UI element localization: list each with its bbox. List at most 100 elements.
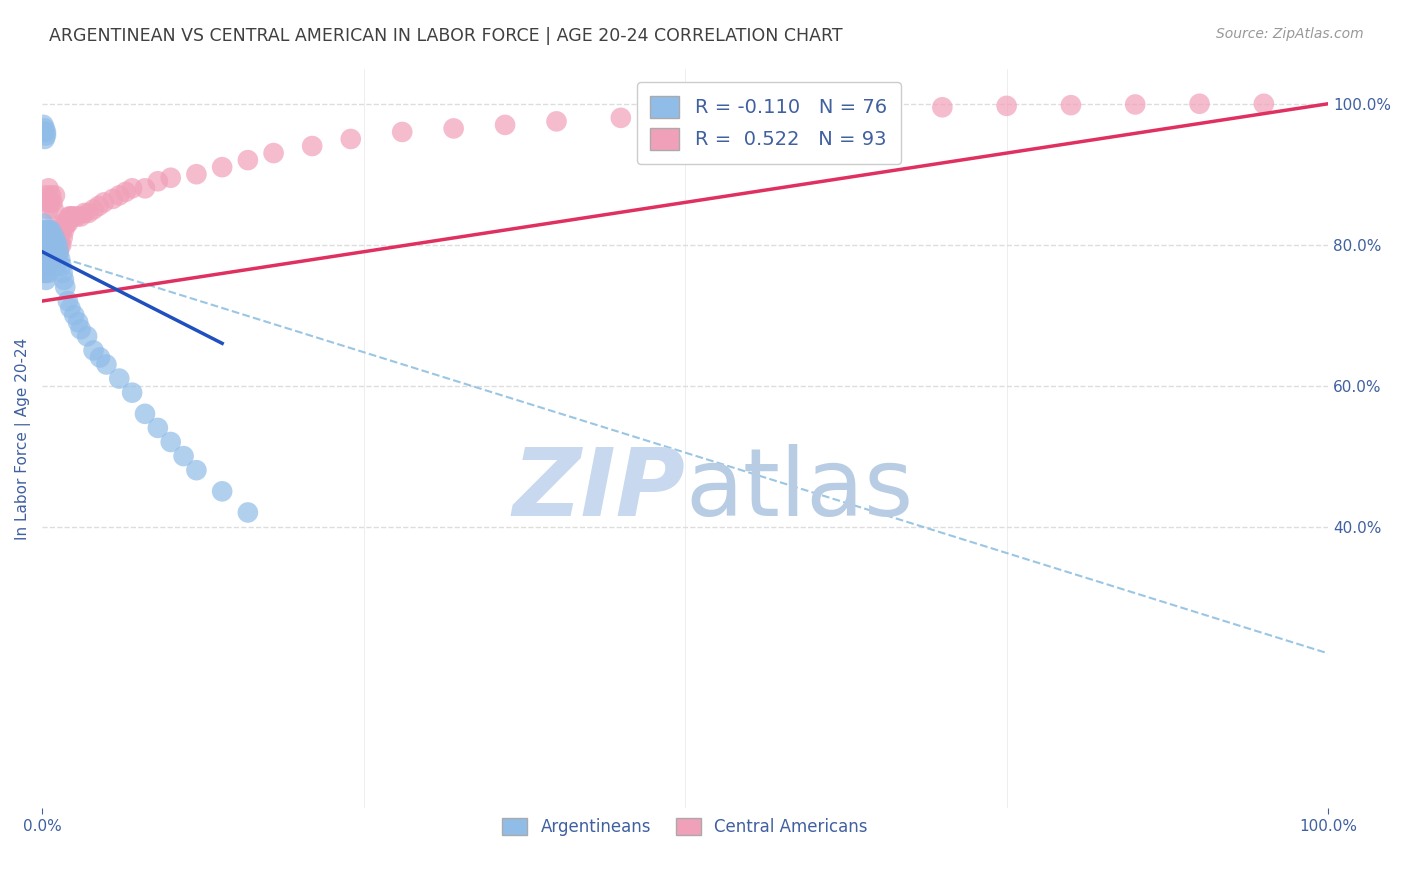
Point xyxy=(37,244,59,259)
Point xyxy=(48,244,70,259)
Point xyxy=(42,244,65,259)
Point xyxy=(63,308,86,322)
Point xyxy=(339,132,361,146)
Point xyxy=(101,192,124,206)
Point xyxy=(37,237,59,252)
Point xyxy=(35,237,58,252)
Point xyxy=(35,266,58,280)
Point xyxy=(51,259,73,273)
Point xyxy=(49,252,72,266)
Point xyxy=(1188,96,1211,111)
Point xyxy=(38,224,60,238)
Point xyxy=(93,195,115,210)
Point xyxy=(35,125,58,139)
Point xyxy=(69,322,91,336)
Point xyxy=(69,210,91,224)
Point xyxy=(546,114,568,128)
Point xyxy=(34,266,56,280)
Point xyxy=(995,99,1018,113)
Point xyxy=(211,160,233,174)
Point xyxy=(41,252,63,266)
Point xyxy=(48,230,70,244)
Point xyxy=(211,484,233,499)
Point xyxy=(38,237,60,252)
Point xyxy=(58,210,80,224)
Point xyxy=(35,230,58,244)
Point xyxy=(44,188,66,202)
Point xyxy=(67,315,90,329)
Point xyxy=(146,421,169,435)
Point xyxy=(38,230,60,244)
Point xyxy=(32,244,55,259)
Point xyxy=(45,259,67,273)
Point xyxy=(1060,98,1083,112)
Point xyxy=(34,259,56,273)
Point xyxy=(41,195,63,210)
Point xyxy=(76,329,98,343)
Point xyxy=(39,244,62,259)
Point xyxy=(38,237,60,252)
Point xyxy=(52,217,75,231)
Legend: Argentineans, Central Americans: Argentineans, Central Americans xyxy=(494,810,876,845)
Point xyxy=(53,273,76,287)
Point xyxy=(46,244,69,259)
Point xyxy=(42,202,65,217)
Point xyxy=(41,224,63,238)
Point xyxy=(236,506,259,520)
Point xyxy=(494,118,516,132)
Point xyxy=(32,237,55,252)
Point xyxy=(44,252,66,266)
Point xyxy=(60,210,83,224)
Text: atlas: atlas xyxy=(685,444,914,536)
Point xyxy=(803,103,825,118)
Point xyxy=(146,174,169,188)
Point xyxy=(38,252,60,266)
Point xyxy=(738,105,761,120)
Point xyxy=(38,195,60,210)
Point xyxy=(35,224,58,238)
Point xyxy=(391,125,413,139)
Point xyxy=(96,358,118,372)
Point xyxy=(56,217,79,231)
Point xyxy=(39,237,62,252)
Point xyxy=(35,244,58,259)
Point xyxy=(52,230,75,244)
Point xyxy=(35,244,58,259)
Point xyxy=(173,449,195,463)
Point xyxy=(73,206,96,220)
Point xyxy=(121,181,143,195)
Point xyxy=(34,132,56,146)
Point xyxy=(42,230,65,244)
Point xyxy=(38,244,60,259)
Point xyxy=(35,230,58,244)
Point xyxy=(51,237,73,252)
Point xyxy=(1253,96,1275,111)
Point xyxy=(1123,97,1146,112)
Point xyxy=(236,153,259,168)
Point xyxy=(38,237,60,252)
Point xyxy=(37,230,59,244)
Point xyxy=(673,107,696,121)
Point xyxy=(134,407,156,421)
Point xyxy=(41,230,63,244)
Point xyxy=(121,385,143,400)
Point xyxy=(37,195,59,210)
Point xyxy=(32,125,55,139)
Point xyxy=(38,252,60,266)
Point xyxy=(37,230,59,244)
Point xyxy=(46,237,69,252)
Point xyxy=(114,185,136,199)
Y-axis label: In Labor Force | Age 20-24: In Labor Force | Age 20-24 xyxy=(15,337,31,540)
Point xyxy=(35,128,58,143)
Point xyxy=(39,188,62,202)
Point xyxy=(45,230,67,244)
Point xyxy=(34,244,56,259)
Text: Source: ZipAtlas.com: Source: ZipAtlas.com xyxy=(1216,27,1364,41)
Point xyxy=(32,224,55,238)
Point xyxy=(443,121,465,136)
Point xyxy=(39,252,62,266)
Point xyxy=(46,252,69,266)
Point xyxy=(39,252,62,266)
Point xyxy=(59,210,82,224)
Point xyxy=(83,343,105,358)
